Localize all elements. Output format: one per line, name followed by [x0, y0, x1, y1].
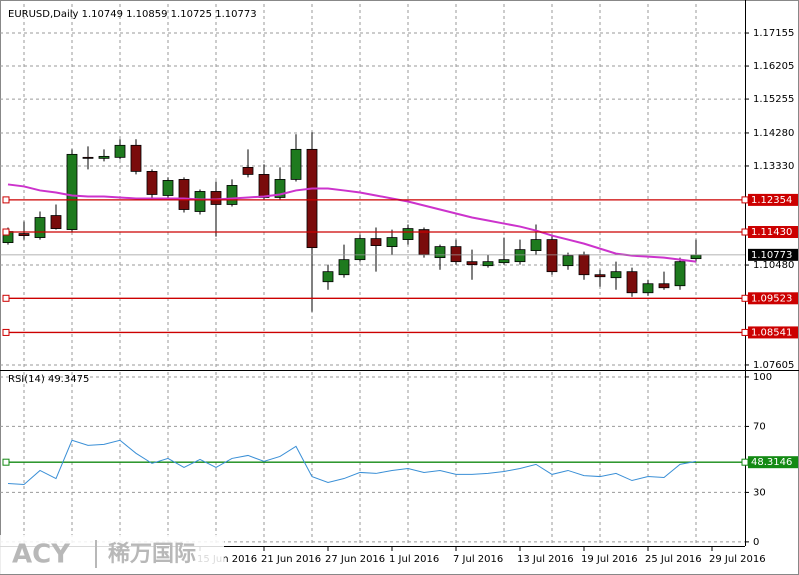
candle-body [514, 249, 526, 263]
candle-body [114, 144, 126, 158]
level-handle [2, 294, 10, 302]
candle-body [34, 217, 46, 238]
candle-body [18, 233, 30, 236]
level-label: 1.12354 [751, 195, 792, 206]
y-tick-label: 1.15255 [753, 94, 794, 105]
candle-body [338, 259, 350, 276]
level-label-box [748, 326, 798, 339]
y-tick-label: 1.14280 [753, 128, 794, 139]
level-handle [2, 328, 10, 336]
x-tick-label: 1 Jul 2016 [389, 554, 439, 565]
candle-body [626, 271, 638, 294]
y-tick-label: 30 [753, 487, 766, 498]
candle-body [530, 239, 542, 252]
candle-body [450, 246, 462, 263]
rsi-line [7, 439, 697, 485]
level-handle [2, 228, 10, 236]
candle-body [498, 259, 510, 264]
candle-body [402, 228, 414, 240]
x-tick-label: 25 Jul 2016 [645, 554, 702, 565]
x-tick-label: 29 Jul 2016 [709, 554, 766, 565]
candle-body [210, 191, 222, 205]
level-label-box [748, 292, 798, 305]
candle-body [690, 254, 702, 260]
level-label: 1.08541 [751, 327, 792, 338]
x-tick-label: 19 Jul 2016 [581, 554, 638, 565]
logo-backdrop [0, 535, 224, 574]
x-tick-label: 7 Jul 2016 [453, 554, 503, 565]
y-tick-label: 1.17155 [753, 28, 794, 39]
x-tick-label: 27 Jun 2016 [325, 554, 385, 565]
candle-body [546, 239, 558, 273]
x-tick-label: 15 Jun 2016 [197, 554, 257, 565]
rsi-header: RSI(14) 49.3475 [8, 374, 89, 385]
candle-body [146, 170, 158, 195]
candle-body [322, 271, 334, 283]
candle-body [658, 283, 670, 289]
candle-body [482, 261, 494, 267]
y-tick-label: 100 [753, 372, 772, 383]
candle-body [50, 215, 62, 229]
x-tick-label: 13 Jul 2016 [517, 554, 574, 565]
level-label-box [748, 193, 798, 206]
candle-body [466, 261, 478, 266]
chart-header: EURUSD,Daily 1.10749 1.10859 1.10725 1.1… [8, 9, 257, 20]
last-price-box [748, 248, 798, 261]
candle-body [242, 166, 254, 175]
level-label: 1.11430 [751, 227, 792, 238]
candle-body [418, 229, 430, 256]
candle-body [434, 246, 446, 259]
level-label: 1.09523 [751, 293, 792, 304]
level-handle [741, 294, 749, 302]
logo: ACY 稀万国际 [0, 535, 224, 574]
level-label-box [748, 226, 798, 239]
y-tick-label: 1.10480 [753, 260, 794, 271]
level-handle [741, 328, 749, 336]
last-price-label: 1.10773 [751, 250, 792, 261]
candle-body [98, 155, 110, 159]
logo-name: 稀万国际 [108, 541, 196, 567]
candle-body [82, 156, 94, 159]
candle-body [226, 185, 238, 205]
level-handle [741, 196, 749, 204]
candle-body [674, 261, 686, 287]
candle-body [642, 283, 654, 294]
level-handle [741, 458, 749, 466]
candle-body [306, 148, 318, 249]
moving-average [7, 183, 697, 263]
candle-body [66, 153, 78, 230]
y-tick-label: 1.16205 [753, 61, 794, 72]
candle-body [610, 271, 622, 279]
level-label: 48.3146 [751, 457, 792, 468]
candle-body [290, 148, 302, 180]
candle-body [562, 255, 574, 267]
x-tick-label: 21 Jun 2016 [261, 554, 321, 565]
candle-body [370, 238, 382, 247]
candle-body [258, 174, 270, 198]
candle-body [386, 237, 398, 248]
candle-body [274, 179, 286, 198]
y-tick-label: 1.07605 [753, 360, 794, 371]
y-tick-label: 1.13330 [753, 161, 794, 172]
candle-body [130, 144, 142, 172]
level-label-box [748, 456, 798, 469]
level-handle [741, 228, 749, 236]
level-handle [2, 458, 10, 466]
candle-body [354, 238, 366, 261]
candle-body [178, 179, 190, 210]
candle-body [194, 191, 206, 212]
y-tick-label: 70 [753, 421, 766, 432]
candle-body [578, 254, 590, 276]
level-handle [2, 196, 10, 204]
candle-body [162, 180, 174, 196]
candle-body [594, 274, 606, 278]
y-tick-label: 0 [753, 537, 759, 548]
logo-brand: ACY [12, 540, 71, 570]
